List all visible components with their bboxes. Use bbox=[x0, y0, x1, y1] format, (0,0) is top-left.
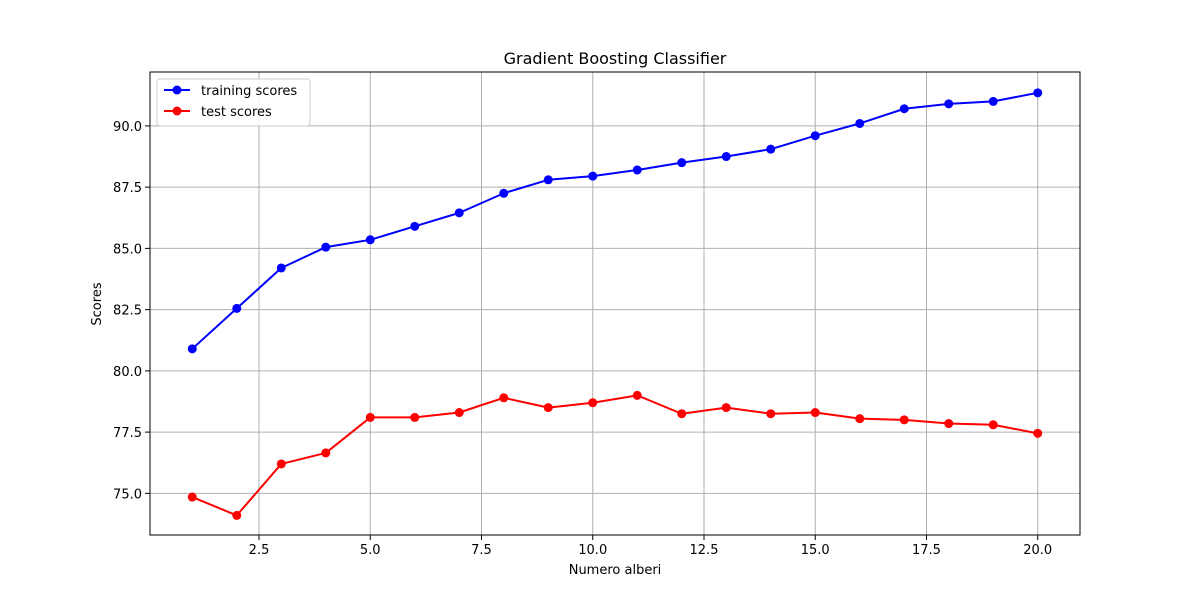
y-tick-label: 85.0 bbox=[113, 242, 142, 257]
data-point-test-scores bbox=[899, 415, 909, 425]
data-point-training-scores bbox=[232, 303, 242, 313]
x-tick-label: 5.0 bbox=[360, 543, 381, 558]
data-point-training-scores bbox=[410, 221, 420, 231]
y-axis: 75.0 77.5 80.0 82.5 85.0 87.5 90.0 bbox=[113, 120, 150, 502]
legend-marker-training bbox=[172, 85, 182, 95]
data-point-training-scores bbox=[944, 99, 954, 109]
data-point-training-scores bbox=[899, 104, 909, 114]
x-tick-label: 15.0 bbox=[801, 543, 830, 558]
data-point-test-scores bbox=[588, 398, 598, 408]
data-point-training-scores bbox=[543, 175, 553, 185]
data-point-test-scores bbox=[810, 408, 820, 418]
data-point-training-scores bbox=[1033, 88, 1043, 98]
legend-label-training: training scores bbox=[201, 84, 297, 99]
series-layer bbox=[187, 88, 1043, 520]
data-point-training-scores bbox=[810, 131, 820, 141]
data-point-test-scores bbox=[276, 459, 286, 469]
x-tick-label: 12.5 bbox=[690, 543, 719, 558]
data-point-training-scores bbox=[766, 144, 776, 154]
x-tick-label: 10.0 bbox=[578, 543, 607, 558]
x-axis: 2.5 5.0 7.5 10.0 12.5 15.0 17.5 20.0 bbox=[249, 535, 1052, 558]
legend-marker-test bbox=[172, 106, 182, 116]
data-point-test-scores bbox=[677, 409, 687, 419]
data-point-test-scores bbox=[187, 492, 197, 502]
data-point-training-scores bbox=[988, 96, 998, 106]
data-point-training-scores bbox=[321, 242, 331, 252]
data-point-training-scores bbox=[588, 171, 598, 181]
data-point-training-scores bbox=[855, 118, 865, 128]
data-point-training-scores bbox=[677, 158, 687, 168]
x-axis-label: Numero alberi bbox=[569, 563, 662, 578]
data-point-training-scores bbox=[365, 235, 375, 245]
grid-layer bbox=[150, 72, 1080, 535]
legend-box bbox=[156, 78, 311, 127]
data-point-training-scores bbox=[499, 188, 509, 198]
data-point-test-scores bbox=[410, 412, 420, 422]
x-tick-label: 20.0 bbox=[1023, 543, 1052, 558]
series-line-training-scores bbox=[191, 91, 1038, 350]
legend-label-test: test scores bbox=[201, 105, 272, 120]
y-tick-label: 87.5 bbox=[113, 181, 142, 196]
x-tick-label: 7.5 bbox=[471, 543, 492, 558]
series-line-test-scores bbox=[191, 394, 1038, 517]
data-point-test-scores bbox=[499, 393, 509, 403]
data-point-test-scores bbox=[632, 390, 642, 400]
data-point-test-scores bbox=[766, 409, 776, 419]
plot-area-frame bbox=[149, 71, 1081, 536]
data-point-test-scores bbox=[855, 414, 865, 424]
data-point-test-scores bbox=[321, 448, 331, 458]
y-tick-label: 77.5 bbox=[113, 426, 142, 441]
y-axis-label: Scores bbox=[90, 282, 105, 325]
x-tick-label: 2.5 bbox=[249, 543, 270, 558]
y-tick-label: 80.0 bbox=[113, 365, 142, 380]
y-tick-label: 90.0 bbox=[113, 120, 142, 135]
data-point-test-scores bbox=[365, 412, 375, 422]
legend: training scores test scores bbox=[156, 78, 311, 127]
data-point-test-scores bbox=[988, 420, 998, 430]
data-point-training-scores bbox=[632, 165, 642, 175]
data-point-training-scores bbox=[187, 344, 197, 354]
data-point-training-scores bbox=[276, 263, 286, 273]
data-point-training-scores bbox=[721, 152, 731, 162]
x-tick-label: 17.5 bbox=[912, 543, 941, 558]
chart-title: Gradient Boosting Classifier bbox=[504, 49, 727, 68]
y-tick-label: 82.5 bbox=[113, 304, 142, 319]
data-point-test-scores bbox=[721, 403, 731, 413]
data-point-training-scores bbox=[454, 208, 464, 218]
data-point-test-scores bbox=[1033, 428, 1043, 438]
data-point-test-scores bbox=[543, 403, 553, 413]
data-point-test-scores bbox=[454, 408, 464, 418]
data-point-test-scores bbox=[944, 419, 954, 429]
data-point-test-scores bbox=[232, 510, 242, 520]
y-tick-label: 75.0 bbox=[113, 487, 142, 502]
